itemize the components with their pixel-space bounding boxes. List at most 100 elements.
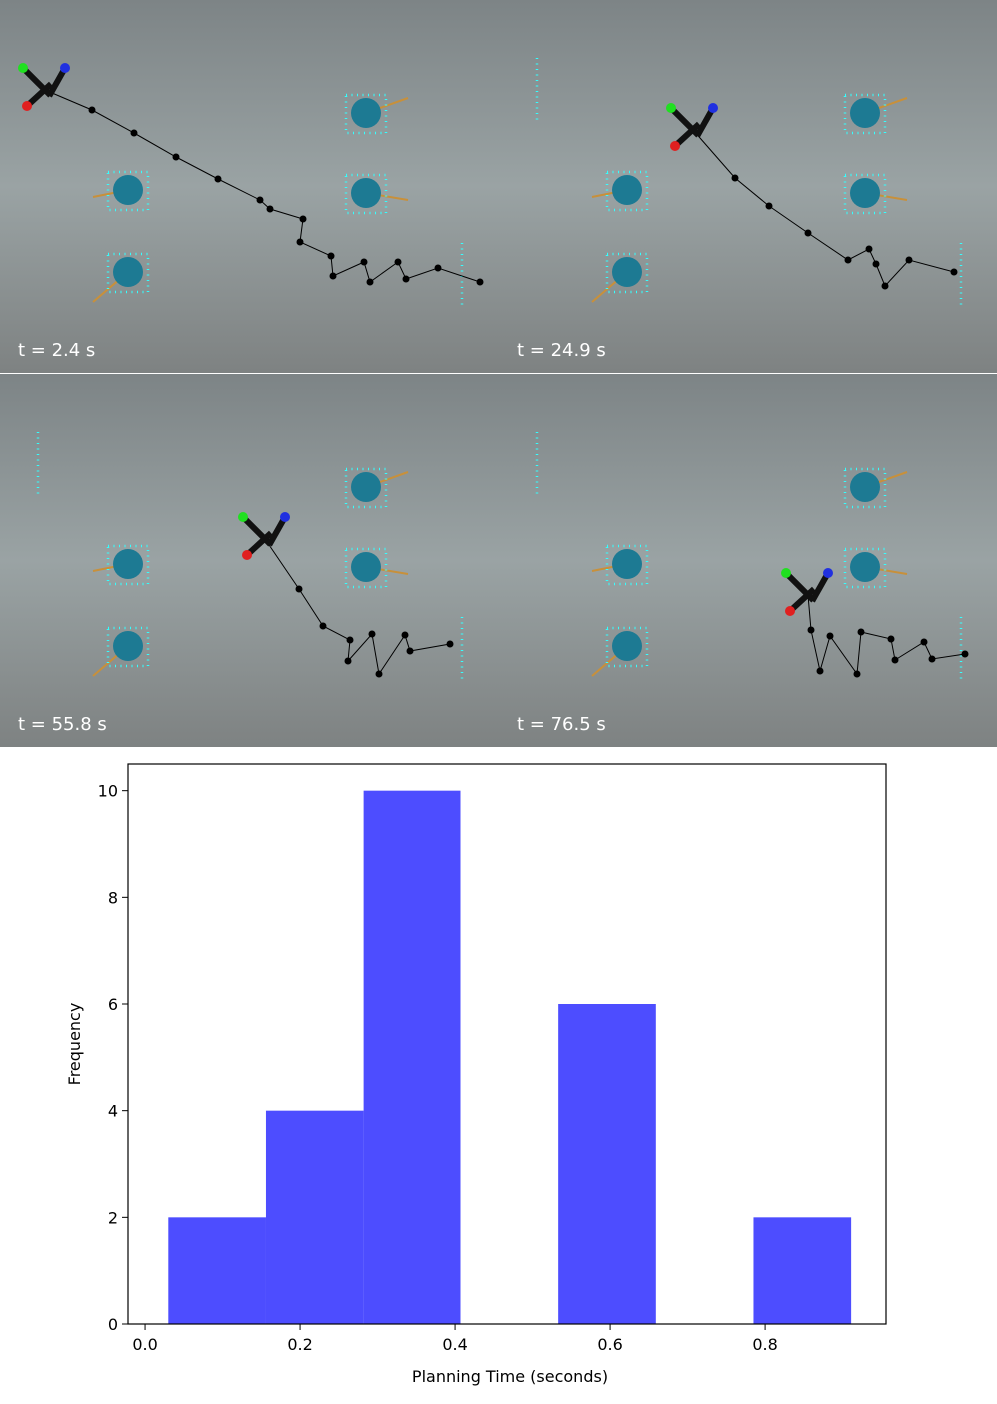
robot-leg — [22, 101, 32, 111]
robot-arm — [809, 571, 831, 603]
robot-leg — [781, 568, 791, 578]
waypoint — [905, 256, 913, 264]
robot-leg — [280, 512, 290, 522]
waypoint — [731, 174, 739, 182]
waypoint — [920, 638, 928, 646]
waypoint — [807, 626, 815, 634]
post — [113, 549, 143, 579]
waypoint — [360, 258, 368, 266]
robot-arm — [266, 515, 288, 547]
robot-leg — [60, 63, 70, 73]
robot-leg — [18, 63, 28, 73]
waypoint — [368, 630, 376, 638]
post — [351, 472, 381, 502]
photo-background — [0, 0, 499, 373]
waypoint — [172, 153, 180, 161]
trajectory — [264, 538, 451, 676]
waypoint — [366, 278, 374, 286]
waypoint — [295, 585, 303, 593]
waypoint — [928, 655, 936, 663]
robot-leg — [242, 550, 252, 560]
photo-panel: t = 55.8 s — [0, 374, 499, 747]
waypoint — [446, 640, 454, 648]
bar — [168, 1217, 266, 1324]
robot-leg — [238, 512, 248, 522]
waypoint — [826, 632, 834, 640]
waypoint — [88, 106, 96, 114]
waypoint — [375, 670, 383, 678]
waypoint — [214, 175, 222, 183]
x-axis-label: Planning Time (seconds) — [412, 1367, 608, 1386]
x-tick-label: 0.6 — [597, 1335, 622, 1354]
waypoint — [296, 238, 304, 246]
waypoint — [327, 252, 335, 260]
waypoint — [891, 656, 899, 664]
y-tick-label: 10 — [98, 782, 118, 801]
post — [612, 631, 642, 661]
waypoint — [804, 229, 812, 237]
bar — [363, 790, 461, 1324]
post — [850, 472, 880, 502]
panel-label: t = 2.4 s — [18, 340, 95, 361]
waypoint — [816, 667, 824, 675]
photo-background — [0, 374, 499, 747]
robot-arm — [787, 586, 817, 614]
y-axis-label: Frequency — [65, 1003, 84, 1086]
photo-panel: t = 24.9 s — [499, 0, 997, 373]
panel-label: t = 55.8 s — [18, 714, 107, 735]
waypoint — [844, 256, 852, 264]
bar — [558, 1004, 656, 1324]
bar — [753, 1217, 852, 1324]
bar — [265, 1110, 364, 1324]
post — [351, 552, 381, 582]
x-tick-label: 0.0 — [132, 1335, 157, 1354]
waypoint — [344, 657, 352, 665]
waypoint — [950, 268, 958, 276]
x-tick-label: 0.8 — [752, 1335, 777, 1354]
plot-frame — [127, 763, 887, 1325]
post — [113, 175, 143, 205]
post — [113, 631, 143, 661]
robot-leg — [785, 606, 795, 616]
y-tick-label: 4 — [108, 1102, 118, 1121]
waypoint — [865, 245, 873, 253]
waypoint — [130, 129, 138, 137]
post — [612, 257, 642, 287]
histogram: Planning Time (seconds) Frequency 0 2 4 6 8 1… — [65, 763, 887, 1386]
photo-panel: t = 76.5 s — [499, 374, 997, 747]
robot-arm — [672, 121, 702, 149]
waypoint — [857, 628, 865, 636]
y-tick-label: 0 — [108, 1315, 118, 1334]
waypoint — [401, 631, 409, 639]
waypoint — [346, 636, 354, 644]
x-tick-label: 0.4 — [442, 1335, 467, 1354]
robot-leg — [708, 103, 718, 113]
post — [850, 552, 880, 582]
y-tick-label: 6 — [108, 995, 118, 1014]
robot-arm — [244, 530, 274, 558]
waypoint — [319, 622, 327, 630]
post — [351, 98, 381, 128]
waypoint — [329, 272, 337, 280]
waypoint — [299, 215, 307, 223]
photo-panels: t = 2.4 s t = 24.9 s t = 55.8 s t = 76.5 s — [0, 0, 997, 747]
post — [850, 178, 880, 208]
waypoint — [872, 260, 880, 268]
photo-panel: t = 2.4 s — [0, 0, 499, 373]
waypoint — [256, 196, 264, 204]
robot-leg — [823, 568, 833, 578]
robot-leg — [670, 141, 680, 151]
waypoint — [881, 282, 889, 290]
trajectory — [692, 129, 955, 287]
waypoint — [434, 264, 442, 272]
photo-background — [499, 374, 997, 747]
photo-background — [499, 0, 997, 373]
panel-label: t = 24.9 s — [517, 340, 606, 361]
waypoint — [406, 647, 414, 655]
robot-arm — [24, 81, 54, 109]
panel-label: t = 76.5 s — [517, 714, 606, 735]
waypoint — [402, 275, 410, 283]
post — [351, 178, 381, 208]
waypoint — [476, 278, 484, 286]
